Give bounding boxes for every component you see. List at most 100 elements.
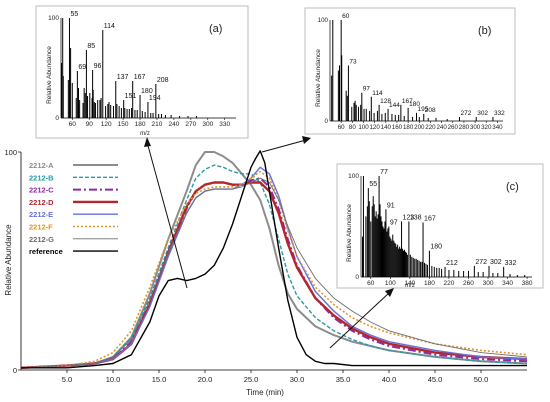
inset-c-peak-label: 272 [475, 259, 487, 266]
legend-label: 2212-D [29, 198, 54, 207]
inset-b-x-tick-label: 220 [425, 124, 436, 131]
inset-a-peak-label: 55 [70, 11, 78, 18]
inset-a-y-tick-label: 0 [55, 115, 59, 122]
arrow-to-inset-b [261, 139, 307, 153]
inset-b-x-tick-label: 320 [481, 124, 492, 131]
main-y-tick-label: 0 [13, 366, 17, 375]
main-x-tick-label: 5.0 [62, 375, 72, 384]
inset-a-peak-label: 137 [117, 74, 129, 81]
inset-c-peak-label: 77 [380, 169, 388, 176]
arrow-a-head [144, 137, 151, 147]
series-line-2212-g [20, 177, 528, 369]
main-x-ticks: 5.0 10.0 15.0 20.0 25.0 30.0 35.0 40.0 45.0 50.0 [62, 370, 489, 384]
inset-b-peak-label: 60 [342, 13, 350, 20]
inset-b-y-tick-label: 0 [325, 118, 329, 125]
inset-b-peak-label: 167 [402, 98, 413, 105]
inset-b-peak-label: 114 [372, 90, 383, 97]
inset-b-x-ticks: 60 80 100 120 140 160 180 200 220 240 260 280 300 320… [318, 17, 503, 131]
inset-a-peak-label: 69 [78, 64, 86, 71]
inset-b-x-tick-label: 300 [470, 124, 481, 131]
inset-a-x-ticks: 60 90 120 150 180 210 240 270 300 330 0 100 [48, 15, 230, 128]
main-x-tick-label: 15.0 [152, 375, 167, 384]
inset-a-peak-label: 114 [104, 23, 115, 30]
inset-a-peak-label: 167 [134, 74, 146, 81]
inset-c-x-tick-label: 380 [522, 280, 533, 287]
inset-a-peak-label: 151 [125, 93, 137, 100]
inset-a-peak-label: 208 [157, 77, 169, 84]
inset-a-x-tick-label: 300 [202, 121, 213, 128]
callout-arrows [144, 136, 394, 349]
main-x-tick-label: 50.0 [474, 375, 489, 384]
inset-c-x-tick-label: 100 [385, 280, 396, 287]
main-x-tick-label: 35.0 [336, 375, 351, 384]
inset-a-peak-label: 85 [87, 43, 95, 50]
inset-c-x-tick-label: 220 [444, 280, 455, 287]
inset-c-peak-label: 180 [430, 244, 442, 251]
inset-b-panel-label: (b) [478, 25, 491, 37]
inset-b-x-tick-label: 280 [459, 124, 470, 131]
inset-a-x-tick-label: 120 [101, 121, 112, 128]
inset-c-peak-label: 302 [490, 259, 502, 266]
inset-b-x-tick-label: 80 [349, 124, 356, 131]
inset-c-y-axis-label: Relative Abundance [346, 204, 353, 262]
main-series-group [20, 150, 528, 369]
inset-c-peak-label: 55 [369, 181, 377, 188]
inset-b-peak-label: 208 [425, 107, 436, 114]
inset-b-x-tick-label: 180 [403, 124, 414, 131]
main-x-tick-label: 20.0 [198, 375, 213, 384]
inset-a-x-tick-label: 180 [135, 121, 146, 128]
main-x-tick-label: 30.0 [290, 375, 305, 384]
main-y-axis-label: Relative Abundance [4, 224, 13, 296]
inset-b-x-tick-label: 260 [448, 124, 459, 131]
inset-b: 60 80 100 120 140 160 180 200 220 240 260 280 300 320… [304, 7, 516, 135]
inset-c-peak-label: 212 [446, 260, 458, 267]
inset-a-x-tick-label: 330 [219, 121, 230, 128]
inset-a-x-tick-label: 90 [86, 121, 94, 128]
inset-b-peak-label: 332 [494, 110, 505, 117]
arrow-to-inset-c [329, 291, 391, 349]
inset-b-peaks [331, 20, 494, 121]
main-x-tick-label: 45.0 [428, 375, 443, 384]
inset-b-y-axis-label: Relative Abundance [315, 49, 322, 107]
main-x-axis-label: Time (min) [246, 388, 284, 397]
legend-label: 2212-E [29, 210, 53, 219]
inset-b-x-tick-label: 120 [369, 124, 380, 131]
series-line-2212-b [20, 164, 528, 369]
inset-c-peak-label: 123 [403, 214, 415, 221]
inset-c-x-tick-label: 340 [502, 280, 513, 287]
inset-c-frame [336, 163, 544, 289]
inset-c-x-tick-label: 140 [404, 280, 415, 287]
inset-b-peak-label: 302 [477, 110, 488, 117]
main-x-tick-label: 25.0 [244, 375, 259, 384]
main-x-tick-label: 10.0 [106, 375, 121, 384]
legend-label: 2212-C [29, 186, 54, 195]
main-chart: 0 100 5.0 10.0 15.0 20.0 25.0 30.0 35.0 40.0 45.0… [4, 148, 528, 397]
inset-b-peak-label: 272 [460, 110, 471, 117]
inset-a-peak-label: 194 [149, 95, 161, 102]
inset-b-x-tick-label: 160 [392, 124, 403, 131]
inset-a-x-tick-label: 240 [168, 121, 179, 128]
inset-c-peak-label: 167 [424, 215, 436, 222]
inset-c-peak-label: 138 [410, 214, 422, 221]
arrow-b-head [302, 136, 311, 144]
inset-b-peak-label: 180 [409, 101, 420, 108]
inset-a-x-tick-label: 210 [152, 121, 163, 128]
arrow-c-head [385, 288, 394, 297]
inset-a-peak-label: 96 [94, 63, 102, 70]
inset-c-peak-label: 97 [390, 220, 398, 227]
legend-label: 2212-A [29, 161, 54, 170]
inset-a-x-axis-label: m/z [140, 131, 150, 137]
main-y-tick-label: 100 [4, 148, 17, 157]
inset-c-x-tick-label: 60 [367, 280, 375, 287]
inset-a-peak-label: 180 [141, 88, 153, 95]
inset-a-y-axis-label: Relative Abundance [46, 46, 53, 104]
main-y-ticks: 0 100 [4, 148, 21, 375]
inset-c-peaks [361, 176, 526, 277]
inset-a-y-tick-label: 100 [48, 15, 59, 22]
inset-a-panel-label: (a) [209, 23, 222, 35]
inset-b-x-tick-label: 200 [414, 124, 425, 131]
